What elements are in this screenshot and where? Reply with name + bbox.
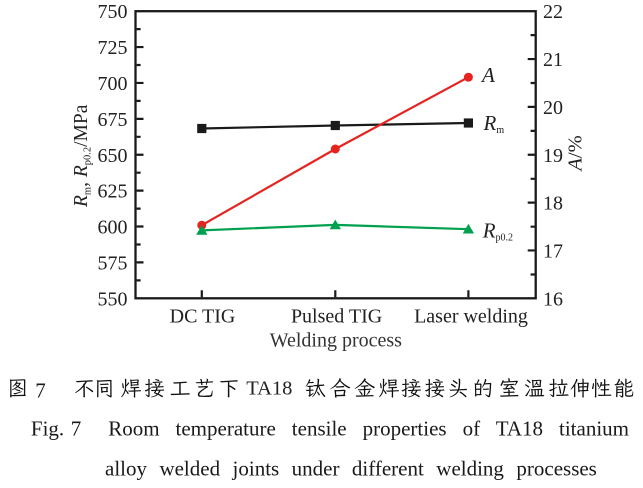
svg-text:7: 7 xyxy=(35,379,46,403)
svg-text:17: 17 xyxy=(543,240,563,262)
svg-text:22: 22 xyxy=(543,1,563,23)
svg-text:A/%: A/% xyxy=(565,135,587,172)
svg-text:675: 675 xyxy=(98,109,128,131)
svg-text:Welding process: Welding process xyxy=(270,330,402,352)
svg-text:Room temperature tensile prope: Room temperature tensile properties of T… xyxy=(108,417,629,441)
svg-text:650: 650 xyxy=(98,145,128,167)
svg-text:Rm, Rp0.2/MPa: Rm, Rp0.2/MPa xyxy=(71,104,94,208)
svg-text:625: 625 xyxy=(98,181,128,203)
svg-text:21: 21 xyxy=(543,49,563,71)
svg-text:DC TIG: DC TIG xyxy=(170,305,236,327)
svg-text:575: 575 xyxy=(98,252,128,274)
svg-text:Rm: Rm xyxy=(483,111,505,136)
svg-text:alloy welded joints under diff: alloy welded joints under different weld… xyxy=(105,457,597,481)
svg-text:725: 725 xyxy=(98,37,128,59)
svg-text:Rp0.2: Rp0.2 xyxy=(482,218,513,243)
svg-text:TA18: TA18 xyxy=(246,378,292,400)
svg-text:750: 750 xyxy=(98,1,128,23)
svg-text:Laser welding: Laser welding xyxy=(414,305,528,327)
svg-text:20: 20 xyxy=(543,97,563,119)
svg-text:550: 550 xyxy=(98,288,128,310)
svg-text:19: 19 xyxy=(543,145,563,167)
svg-text:A: A xyxy=(480,63,495,87)
svg-text:18: 18 xyxy=(543,193,563,215)
svg-text:Fig.: Fig. xyxy=(31,417,64,441)
svg-text:700: 700 xyxy=(98,73,128,95)
svg-text:16: 16 xyxy=(543,288,563,310)
svg-text:7: 7 xyxy=(71,417,82,441)
svg-text:600: 600 xyxy=(98,217,128,239)
svg-text:Pulsed TIG: Pulsed TIG xyxy=(291,305,382,327)
